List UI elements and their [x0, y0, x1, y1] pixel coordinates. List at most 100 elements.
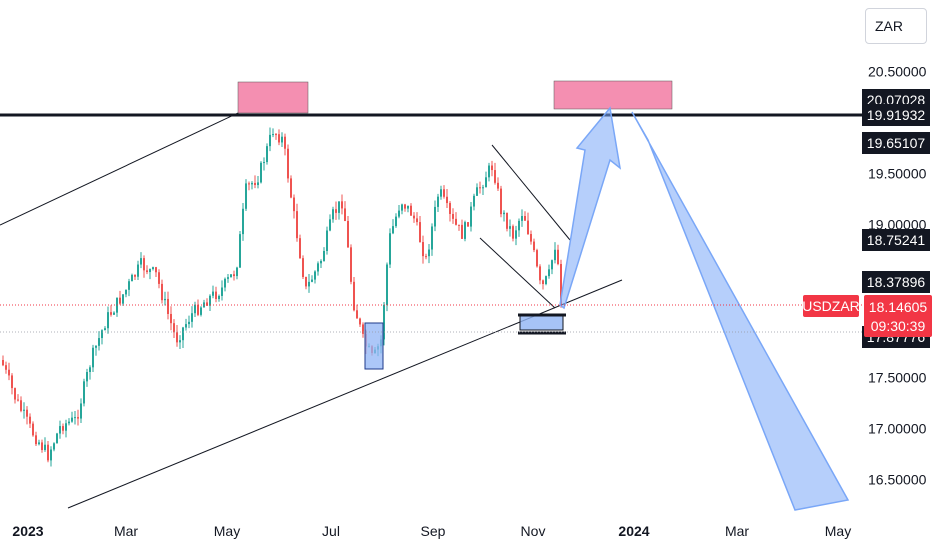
- price-tick: 19.50000: [868, 166, 927, 182]
- candle: [38, 442, 40, 445]
- candle: [497, 182, 499, 189]
- candle: [239, 234, 241, 268]
- candle: [527, 220, 529, 235]
- candle: [17, 399, 19, 401]
- countdown-value: 09:30:39: [871, 318, 926, 334]
- candle: [143, 258, 145, 271]
- candle: [254, 182, 256, 186]
- candle: [398, 210, 400, 217]
- currency-selector[interactable]: ZAR: [865, 8, 927, 44]
- candle: [470, 206, 472, 227]
- candle: [284, 136, 286, 149]
- time-tick: Mar: [725, 523, 749, 539]
- candle: [212, 291, 214, 296]
- candle: [521, 216, 523, 221]
- candle: [131, 274, 133, 282]
- candle: [275, 134, 277, 136]
- candle: [23, 409, 25, 411]
- candle: [59, 426, 61, 434]
- candle: [167, 298, 169, 314]
- candle: [446, 196, 448, 204]
- candle: [329, 219, 331, 231]
- candle: [200, 307, 202, 315]
- candle: [302, 258, 304, 277]
- price-badge: 19.65107: [867, 135, 926, 151]
- wedge-bottom-line: [479, 237, 556, 309]
- candle: [125, 289, 127, 295]
- candle: [488, 165, 490, 178]
- candle: [395, 216, 397, 227]
- time-axis: 2023 Mar May Jul Sep Nov 2024 Mar May: [12, 523, 851, 539]
- candle: [272, 134, 274, 136]
- candle: [530, 234, 532, 242]
- time-tick: 2024: [618, 523, 649, 539]
- candle: [557, 249, 559, 265]
- candle: [269, 134, 271, 147]
- candle: [53, 443, 55, 450]
- candle: [455, 218, 457, 225]
- symbol-badge: USDZAR: [802, 298, 860, 314]
- candle: [551, 260, 553, 270]
- candle: [5, 365, 7, 370]
- candle: [188, 321, 190, 325]
- candle: [14, 388, 16, 400]
- candle: [524, 216, 526, 221]
- blue-zone-jul: [364, 322, 384, 370]
- candle: [80, 403, 82, 419]
- candle: [95, 345, 97, 348]
- candle: [437, 196, 439, 207]
- price-tick: 17.00000: [868, 421, 927, 437]
- candle: [347, 220, 349, 248]
- candle: [227, 277, 229, 279]
- candle: [341, 201, 343, 209]
- price-badge-bg: [862, 132, 930, 154]
- candle: [515, 230, 517, 239]
- candle: [440, 189, 442, 197]
- candle: [32, 423, 34, 436]
- candle: [35, 435, 37, 445]
- candle: [260, 162, 262, 183]
- candle: [11, 375, 13, 389]
- candles-layer: [2, 127, 562, 467]
- candle: [512, 226, 514, 239]
- candle: [26, 409, 28, 417]
- candle: [173, 323, 175, 333]
- candle: [464, 222, 466, 239]
- candle: [431, 226, 433, 250]
- candle: [335, 209, 337, 213]
- candle: [425, 256, 427, 258]
- candle: [542, 280, 544, 285]
- candle: [356, 310, 358, 319]
- candle: [245, 183, 247, 209]
- candle: [206, 302, 208, 306]
- candle: [170, 313, 172, 324]
- candle: [215, 291, 217, 300]
- candle: [317, 263, 319, 272]
- candle: [179, 340, 181, 343]
- candle: [140, 258, 142, 265]
- candle: [410, 205, 412, 216]
- candle: [485, 177, 487, 188]
- candle: [68, 421, 70, 424]
- candle: [44, 444, 46, 450]
- candle: [161, 283, 163, 301]
- candle: [236, 267, 238, 277]
- candle: [479, 187, 481, 189]
- candle: [149, 269, 151, 273]
- down-arrow: [631, 111, 850, 511]
- candle: [353, 281, 355, 311]
- candle: [104, 328, 106, 331]
- candle: [8, 369, 10, 376]
- candle: [509, 226, 511, 229]
- candle: [407, 205, 409, 209]
- candle: [308, 281, 310, 287]
- candle: [323, 251, 325, 261]
- candle: [362, 324, 364, 334]
- candle: [185, 324, 187, 328]
- candle: [311, 279, 313, 282]
- candle: [77, 417, 79, 419]
- candle: [554, 249, 556, 261]
- candle: [494, 170, 496, 183]
- price-badge-bg: [862, 229, 930, 251]
